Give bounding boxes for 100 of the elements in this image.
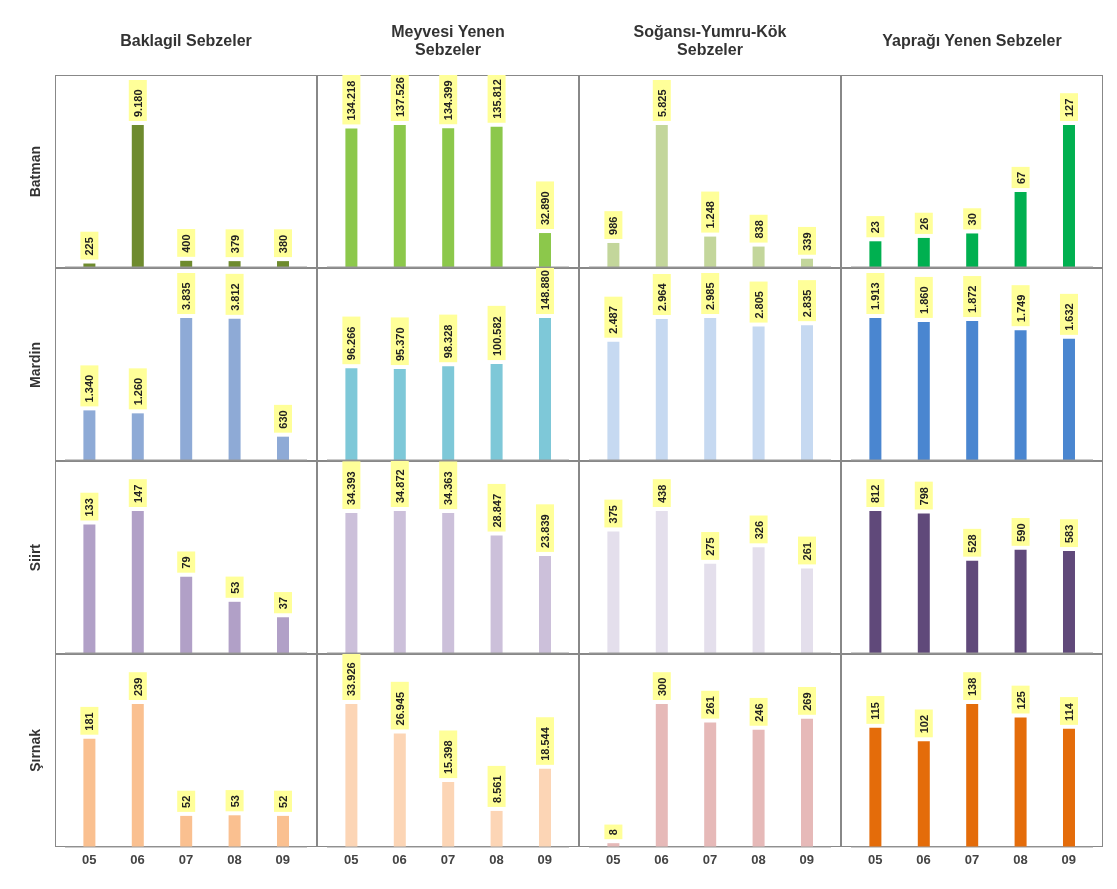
x-tick-label: 06 xyxy=(392,852,407,868)
bar xyxy=(655,704,668,847)
data-label: 30 xyxy=(966,213,979,226)
data-label: 52 xyxy=(276,795,289,808)
bar xyxy=(131,413,144,460)
chart-title: Soğansı-Yumru-Kök Sebzeler xyxy=(632,22,788,60)
data-label: 96.266 xyxy=(345,326,358,361)
bar xyxy=(655,125,668,267)
data-label: 32.890 xyxy=(538,191,551,226)
bar xyxy=(490,810,503,847)
data-label: 100.582 xyxy=(490,316,503,357)
data-label: 1.260 xyxy=(131,377,144,406)
data-label: 138 xyxy=(966,677,979,696)
data-label: 8 xyxy=(607,829,620,836)
bar xyxy=(393,125,406,267)
data-label: 1.340 xyxy=(83,374,96,403)
x-tick-label: 08 xyxy=(489,852,504,868)
x-tick-label: 07 xyxy=(440,852,456,868)
bar xyxy=(131,511,144,653)
x-tick-label: 06 xyxy=(654,852,669,868)
bar xyxy=(752,547,765,653)
bar xyxy=(704,318,717,460)
data-label: 134.218 xyxy=(345,80,358,121)
data-label: 3.812 xyxy=(228,283,241,311)
chart-title: Meyvesi Yenen Sebzeler xyxy=(390,22,506,60)
x-tick-label: 05 xyxy=(81,852,97,868)
data-label: 137.526 xyxy=(393,77,406,117)
data-label: 379 xyxy=(228,234,241,254)
data-label: 125 xyxy=(1014,691,1027,710)
data-label: 2.985 xyxy=(704,282,717,310)
data-label: 102 xyxy=(917,714,930,734)
bar xyxy=(869,727,882,847)
bar xyxy=(1014,717,1027,847)
chart-title: Yaprağı Yenen Sebzeler xyxy=(881,31,1063,51)
data-label: 246 xyxy=(752,703,765,722)
data-label: 34.393 xyxy=(345,471,358,505)
data-label: 2.805 xyxy=(752,291,765,319)
data-label: 53 xyxy=(228,795,241,808)
data-label: 986 xyxy=(607,216,620,235)
y-axis-title: Şırnak xyxy=(27,729,43,772)
data-label: 2.835 xyxy=(800,289,813,318)
data-label: 225 xyxy=(83,237,96,256)
bar xyxy=(752,326,765,460)
data-label: 1.749 xyxy=(1014,294,1027,323)
bar xyxy=(228,601,241,653)
bar xyxy=(83,738,96,847)
bar xyxy=(1014,549,1027,653)
bar xyxy=(869,241,882,267)
bar xyxy=(704,563,717,653)
x-tick-label: 09 xyxy=(275,852,291,868)
bar xyxy=(276,815,289,847)
data-label: 326 xyxy=(752,520,765,540)
data-label: 838 xyxy=(752,220,765,239)
x-tick-label: 05 xyxy=(867,852,883,868)
bar xyxy=(1062,338,1075,460)
data-label: 127 xyxy=(1062,98,1075,117)
bar xyxy=(869,511,882,653)
x-tick-label: 05 xyxy=(605,852,621,868)
data-label: 275 xyxy=(704,537,717,556)
bar xyxy=(276,436,289,460)
data-label: 95.370 xyxy=(393,327,406,362)
bar xyxy=(442,513,455,653)
data-label: 300 xyxy=(655,677,668,696)
bar xyxy=(800,718,813,847)
data-label: 3.835 xyxy=(180,282,193,310)
data-label: 630 xyxy=(276,410,289,429)
bar xyxy=(180,815,193,847)
bar xyxy=(83,410,96,460)
data-label: 528 xyxy=(966,534,979,553)
bar xyxy=(752,729,765,847)
bar xyxy=(607,341,620,460)
data-label: 115 xyxy=(869,702,882,720)
y-axis-title: Mardin xyxy=(27,341,43,388)
x-tick-label: 09 xyxy=(1061,852,1077,868)
bar xyxy=(917,513,930,653)
data-label: 28.847 xyxy=(490,493,503,528)
data-label: 1.913 xyxy=(869,282,882,310)
bar xyxy=(1014,192,1027,267)
bar xyxy=(180,318,193,460)
data-label: 79 xyxy=(180,556,193,569)
bar xyxy=(752,246,765,267)
data-label: 5.825 xyxy=(655,89,668,117)
bar xyxy=(966,321,979,460)
x-tick-label: 07 xyxy=(964,852,980,868)
x-tick-label: 08 xyxy=(751,852,766,868)
data-label: 34.363 xyxy=(442,471,455,506)
data-label: 34.872 xyxy=(393,469,406,503)
bar xyxy=(490,535,503,653)
data-label: 52 xyxy=(180,795,193,808)
bar xyxy=(966,704,979,847)
bar xyxy=(345,128,358,267)
data-label: 583 xyxy=(1062,524,1075,544)
data-label: 339 xyxy=(800,232,813,251)
bar xyxy=(490,364,503,460)
bar xyxy=(228,318,241,460)
bar xyxy=(1062,551,1075,653)
data-label: 23 xyxy=(869,221,882,234)
bar xyxy=(442,128,455,267)
bar xyxy=(917,237,930,267)
data-label: 1.860 xyxy=(917,286,930,314)
